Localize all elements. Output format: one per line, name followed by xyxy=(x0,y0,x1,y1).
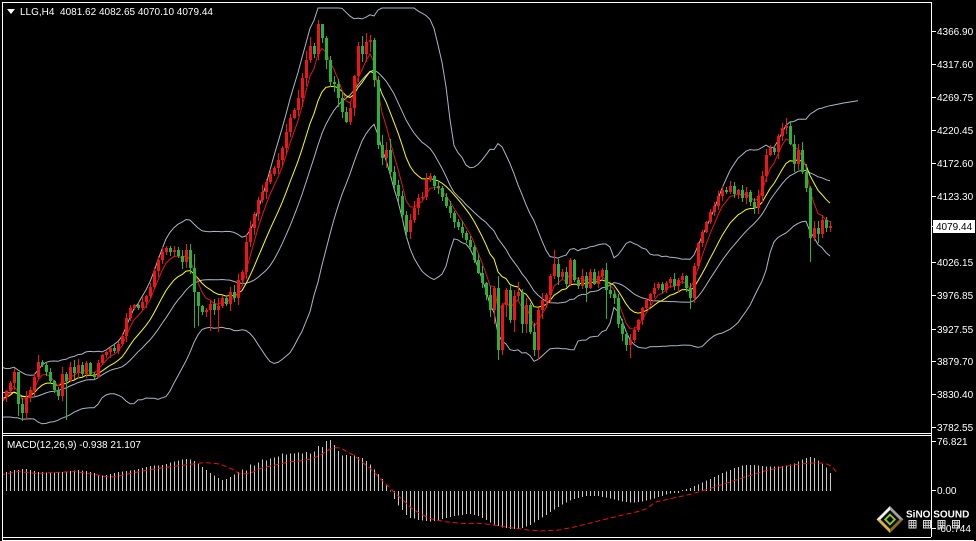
svg-text:4366.90: 4366.90 xyxy=(937,27,974,38)
svg-text:LLG,H4 4081.62 4082.65 4070.1: LLG,H4 4081.62 4082.65 4070.10 4079.44 xyxy=(20,7,213,18)
svg-text:3976.85: 3976.85 xyxy=(937,291,974,302)
svg-text:4269.75: 4269.75 xyxy=(937,93,974,104)
svg-text:4026.15: 4026.15 xyxy=(937,258,974,269)
svg-text:3879.70: 3879.70 xyxy=(937,357,974,368)
svg-text:SiNO SOUND: SiNO SOUND xyxy=(906,510,969,521)
svg-text:4172.60: 4172.60 xyxy=(937,159,974,170)
svg-text:0.00: 0.00 xyxy=(937,486,957,497)
svg-text:4317.60: 4317.60 xyxy=(937,60,974,71)
svg-text:76.821: 76.821 xyxy=(937,437,968,448)
svg-text:4079.44: 4079.44 xyxy=(936,222,973,233)
svg-text:4220.45: 4220.45 xyxy=(937,126,974,137)
svg-text:3830.40: 3830.40 xyxy=(937,390,974,401)
svg-text:3782.55: 3782.55 xyxy=(937,423,974,434)
svg-text:-60.744: -60.744 xyxy=(937,524,971,535)
svg-text:MACD(12,26,9) -0.938 21.107: MACD(12,26,9) -0.938 21.107 xyxy=(7,440,141,451)
svg-text:4123.30: 4123.30 xyxy=(937,192,974,203)
svg-text:3927.55: 3927.55 xyxy=(937,325,974,336)
